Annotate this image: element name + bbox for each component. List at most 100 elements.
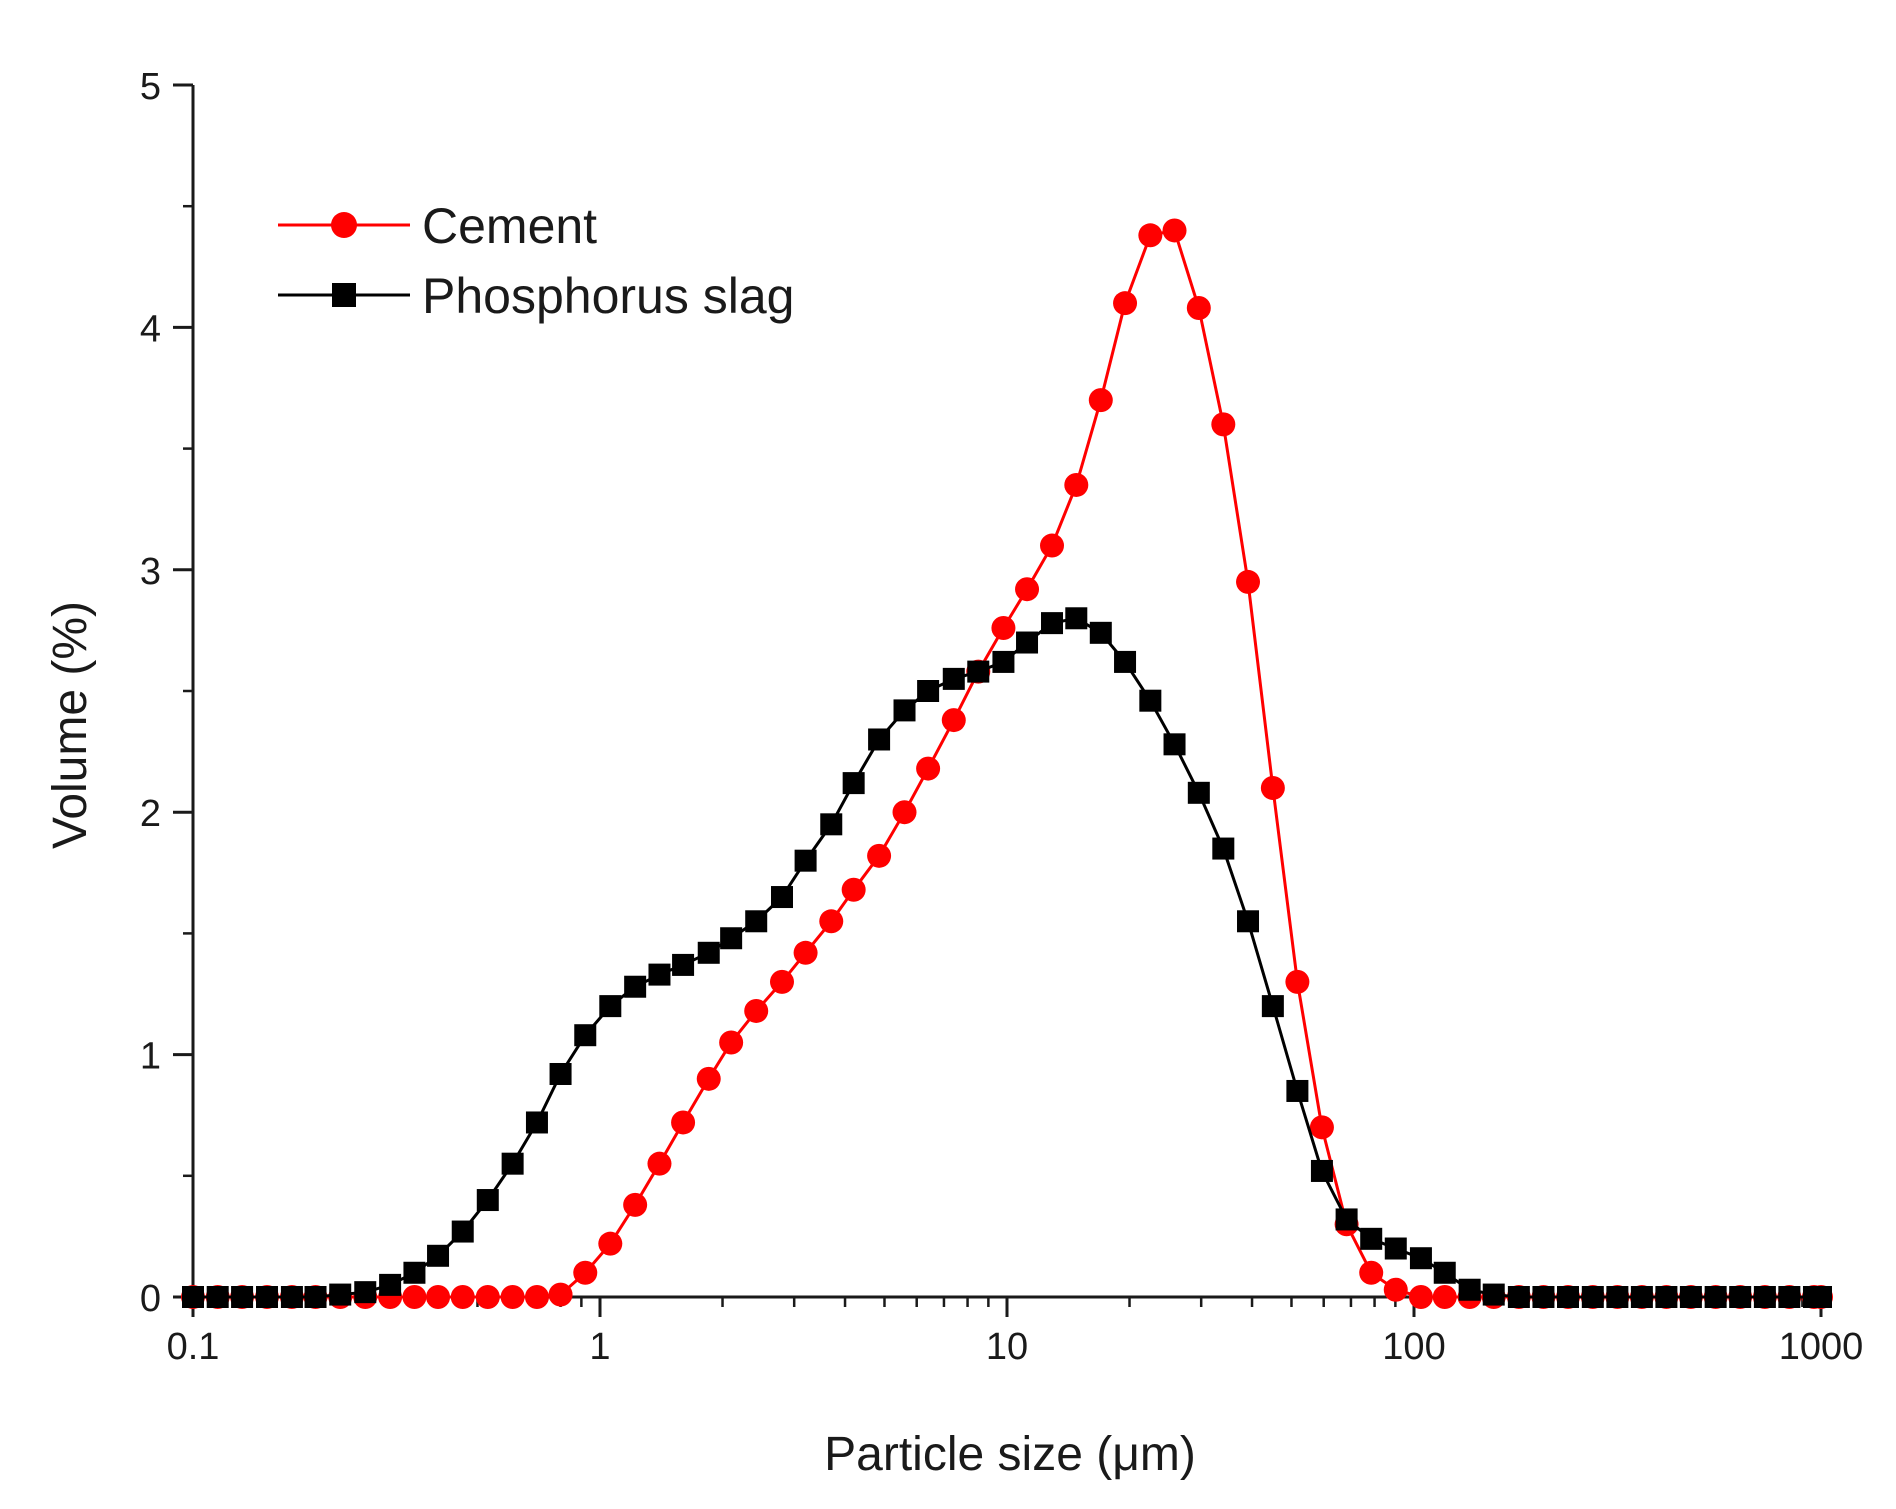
y-axis-title: Volume (%): [44, 601, 97, 849]
data-point-phosphorus-slag: [231, 1286, 254, 1308]
series-line-phosphorus-slag: [193, 616, 1821, 1299]
data-point-phosphorus-slag: [745, 910, 768, 933]
data-point-phosphorus-slag: [476, 1189, 499, 1212]
data-point-phosphorus-slag: [720, 927, 743, 950]
data-point-cement: [819, 909, 844, 934]
data-point-cement: [671, 1110, 696, 1135]
data-point-phosphorus-slag: [942, 667, 965, 690]
data-point-phosphorus-slag: [1384, 1237, 1407, 1260]
legend-marker-cement: [331, 212, 357, 238]
data-point-phosphorus-slag: [501, 1152, 524, 1175]
y-tick-label: 1: [140, 1036, 161, 1078]
data-point-phosphorus-slag: [1114, 650, 1137, 673]
data-point-phosphorus-slag: [917, 680, 940, 702]
legend-label-cement: Cement: [422, 198, 597, 254]
data-point-phosphorus-slag: [354, 1281, 377, 1304]
x-tick-label: 1: [589, 1326, 610, 1368]
data-point-cement: [1088, 388, 1113, 413]
data-point-phosphorus-slag: [1212, 837, 1235, 860]
data-point-phosphorus-slag: [1041, 612, 1064, 635]
data-point-cement: [647, 1151, 672, 1176]
data-point-cement: [450, 1285, 475, 1309]
data-point-phosphorus-slag: [1335, 1208, 1358, 1231]
data-point-cement: [1285, 969, 1310, 994]
data-point-phosphorus-slag: [672, 953, 695, 976]
data-point-cement: [426, 1285, 451, 1309]
data-point-phosphorus-slag: [967, 660, 990, 683]
data-point-cement: [1359, 1260, 1384, 1285]
y-tick-label: 5: [140, 66, 161, 108]
data-point-phosphorus-slag: [451, 1220, 474, 1243]
data-point-phosphorus-slag: [1261, 995, 1284, 1018]
data-point-phosphorus-slag: [794, 849, 817, 872]
legend-label-phosphorus-slag: Phosphorus slag: [422, 268, 794, 324]
data-point-phosphorus-slag: [1458, 1278, 1481, 1301]
data-point-phosphorus-slag: [1139, 689, 1162, 712]
data-point-phosphorus-slag: [549, 1062, 572, 1085]
data-point-phosphorus-slag: [1753, 1286, 1776, 1308]
data-point-phosphorus-slag: [206, 1286, 229, 1308]
data-point-phosphorus-slag: [1532, 1286, 1555, 1308]
x-tick-label: 0.1: [167, 1326, 220, 1368]
data-point-phosphorus-slag: [280, 1286, 303, 1308]
data-point-phosphorus-slag: [1507, 1286, 1530, 1308]
data-point-phosphorus-slag: [648, 963, 671, 986]
data-point-cement: [1408, 1285, 1433, 1309]
x-axis-title: Particle size (μm): [824, 1428, 1196, 1481]
data-point-cement: [793, 940, 818, 965]
data-point-phosphorus-slag: [599, 995, 622, 1018]
data-point-phosphorus-slag: [1810, 1286, 1832, 1308]
axes: 0.1 1 10 100 1000 0 1 2 3 4 5: [140, 66, 1863, 1368]
legend-marker-phosphorus-slag: [332, 283, 356, 307]
data-point-phosphorus-slag: [624, 975, 647, 998]
data-point-phosphorus-slag: [304, 1286, 327, 1308]
data-point-phosphorus-slag: [1065, 607, 1088, 630]
data-point-phosphorus-slag: [1163, 733, 1186, 756]
data-point-cement: [598, 1231, 623, 1256]
data-point-phosphorus-slag: [1310, 1159, 1333, 1182]
data-point-phosphorus-slag: [1433, 1261, 1456, 1284]
data-point-phosphorus-slag: [403, 1261, 426, 1284]
data-point-cement: [402, 1285, 427, 1309]
data-point-phosphorus-slag: [770, 886, 793, 909]
data-point-cement: [991, 615, 1016, 640]
data-point-phosphorus-slag: [1679, 1286, 1702, 1308]
data-point-phosphorus-slag: [1482, 1283, 1505, 1306]
data-point-cement: [1040, 533, 1065, 558]
data-point-cement: [1113, 291, 1138, 316]
data-point-phosphorus-slag: [329, 1283, 352, 1306]
data-point-cement: [1236, 569, 1261, 594]
y-tick-label: 0: [140, 1278, 161, 1320]
data-point-phosphorus-slag: [842, 772, 865, 795]
data-point-phosphorus-slag: [525, 1111, 548, 1134]
x-tick-label: 10: [986, 1326, 1028, 1368]
y-tick-label: 3: [140, 551, 161, 593]
data-point-cement: [1309, 1115, 1334, 1140]
data-point-phosphorus-slag: [1360, 1227, 1383, 1250]
y-tick-label: 2: [140, 793, 161, 835]
data-point-phosphorus-slag: [1606, 1286, 1629, 1308]
data-point-cement: [769, 969, 794, 994]
data-point-cement: [916, 756, 941, 781]
data-point-cement: [1186, 296, 1211, 321]
data-point-cement: [500, 1285, 525, 1309]
data-point-cement: [1064, 472, 1089, 497]
data-point-phosphorus-slag: [1187, 781, 1210, 804]
y-tick-label: 4: [140, 308, 161, 350]
data-point-phosphorus-slag: [1655, 1286, 1678, 1308]
data-point-cement: [524, 1285, 549, 1309]
legend: Cement Phosphorus slag: [278, 198, 794, 324]
data-point-phosphorus-slag: [427, 1244, 450, 1267]
data-point-phosphorus-slag: [1778, 1286, 1801, 1308]
x-tick-label: 100: [1382, 1326, 1445, 1368]
data-point-phosphorus-slag: [1016, 631, 1039, 654]
data-point-cement: [719, 1030, 744, 1055]
data-point-phosphorus-slag: [379, 1273, 402, 1296]
data-point-phosphorus-slag: [992, 650, 1015, 673]
data-point-phosphorus-slag: [1237, 910, 1260, 933]
data-point-phosphorus-slag: [1089, 621, 1112, 644]
data-point-phosphorus-slag: [1704, 1286, 1727, 1308]
data-point-cement: [841, 877, 866, 902]
data-point-cement: [744, 998, 769, 1023]
